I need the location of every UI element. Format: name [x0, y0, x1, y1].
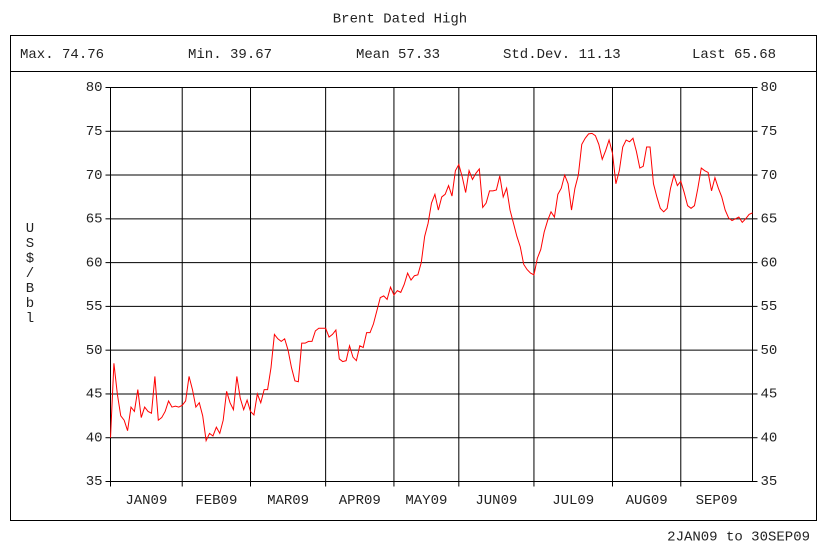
stat-value: 57.33	[398, 47, 440, 63]
y-tick-label-right: 55	[761, 299, 778, 315]
y-tick-label: 80	[86, 80, 103, 96]
x-tick-label: JUN09	[475, 493, 517, 509]
y-tick-label-right: 65	[761, 212, 778, 228]
stat-label: Std.Dev.	[503, 47, 570, 63]
y-tick-label-right: 45	[761, 387, 778, 403]
chart-title: Brent Dated High	[333, 12, 467, 28]
y-tick-label: 50	[86, 343, 103, 359]
x-tick-label: MAY09	[405, 493, 447, 509]
plot-area	[110, 87, 753, 482]
y-tick-label: 60	[86, 255, 103, 271]
y-tick-label: 70	[86, 168, 103, 184]
y-tick-label: 45	[86, 387, 103, 403]
y-tick-label-right: 75	[761, 124, 778, 140]
price-line	[110, 132, 753, 443]
stat-label: Mean	[356, 47, 390, 63]
stat-value: 65.68	[734, 47, 776, 63]
y-tick-label-right: 70	[761, 168, 778, 184]
y-tick-label-right: 80	[761, 80, 778, 96]
stat-value: 39.67	[230, 47, 272, 63]
y-tick-label: 65	[86, 212, 103, 228]
y-tick-label: 55	[86, 299, 103, 315]
y-tick-label: 35	[86, 474, 103, 490]
stat: Mean 57.33	[356, 47, 440, 63]
stat: Last 65.68	[692, 47, 776, 63]
x-tick-label: MAR09	[267, 493, 309, 509]
y-tick-label-right: 60	[761, 255, 778, 271]
y-tick-label-right: 35	[761, 474, 778, 490]
frame	[10, 35, 817, 521]
y-tick-label: 40	[86, 430, 103, 446]
x-tick-label: JUL09	[552, 493, 594, 509]
stat: Std.Dev. 11.13	[503, 47, 621, 63]
y-tick-label-right: 40	[761, 430, 778, 446]
x-tick-label: FEB09	[195, 493, 237, 509]
x-tick-label: APR09	[339, 493, 381, 509]
y-tick-label: 75	[86, 124, 103, 140]
stat-label: Last	[692, 47, 726, 63]
footer: 2JAN09 to 30SEP09	[667, 530, 810, 545]
stat-value: 11.13	[579, 47, 621, 63]
x-tick-label: SEP09	[696, 493, 738, 509]
x-tick-label: JAN09	[125, 493, 167, 509]
stat: Max. 74.76	[20, 47, 104, 63]
x-tick-label: AUG09	[626, 493, 668, 509]
stat-value: 74.76	[62, 47, 104, 63]
stat: Min. 39.67	[188, 47, 272, 63]
y-tick-label-right: 50	[761, 343, 778, 359]
stat-label: Min.	[188, 47, 222, 63]
stat-label: Max.	[20, 47, 54, 63]
